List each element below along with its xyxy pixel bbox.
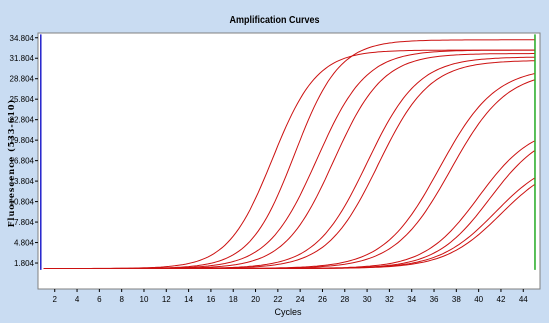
y-tick-label: 31.804: [10, 54, 35, 63]
x-tick-label: 16: [206, 295, 215, 304]
x-axis-label: Cycles: [274, 307, 302, 317]
y-ticks: 1.804 4.804 7.804 10.804 13.804 16.804 19.804 2…: [10, 34, 38, 268]
y-tick-label: 25.804: [10, 95, 35, 104]
x-tick-label: 6: [97, 295, 102, 304]
x-tick-label: 4: [75, 295, 80, 304]
x-tick-label: 28: [340, 295, 349, 304]
x-tick-label: 44: [519, 295, 528, 304]
x-tick-label: 8: [119, 295, 124, 304]
x-tick-label: 42: [497, 295, 506, 304]
chart-title: Amplification Curves: [229, 15, 320, 26]
x-tick-label: 34: [407, 295, 416, 304]
amplification-curve-12: [43, 184, 535, 269]
y-tick-label: 16.804: [10, 157, 35, 166]
x-tick-label: 12: [162, 295, 171, 304]
x-tick-label: 20: [251, 295, 260, 304]
y-tick-label: 34.804: [10, 34, 35, 43]
x-tick-label: 10: [140, 295, 149, 304]
x-tick-label: 38: [452, 295, 461, 304]
x-ticks: 2 4 6 8 10 12 14 16 18 20 22 24 26 28 30 32 34 36 38 40 42 44: [53, 289, 528, 304]
y-tick-label: 13.804: [10, 177, 35, 186]
x-tick-label: 32: [385, 295, 394, 304]
x-tick-label: 24: [296, 295, 305, 304]
x-tick-label: 30: [363, 295, 372, 304]
plot-area: [37, 32, 541, 290]
y-axis-label: Fluorescence (533-610): [6, 99, 16, 228]
x-tick-label: 22: [273, 295, 282, 304]
x-tick-label: 18: [229, 295, 238, 304]
x-tick-label: 40: [474, 295, 483, 304]
x-tick-label: 36: [430, 295, 439, 304]
y-tick-label: 7.804: [14, 218, 35, 227]
x-tick-label: 14: [184, 295, 193, 304]
curves-group: [40, 34, 536, 270]
y-tick-label: 19.804: [10, 136, 35, 145]
y-tick-label: 4.804: [14, 239, 35, 248]
y-tick-label: 10.804: [10, 198, 35, 207]
y-tick-label: 28.804: [10, 75, 35, 84]
y-tick-label: 22.804: [10, 116, 35, 125]
x-tick-label: 26: [318, 295, 327, 304]
y-tick-label: 1.804: [14, 259, 35, 268]
x-tick-label: 2: [53, 295, 58, 304]
